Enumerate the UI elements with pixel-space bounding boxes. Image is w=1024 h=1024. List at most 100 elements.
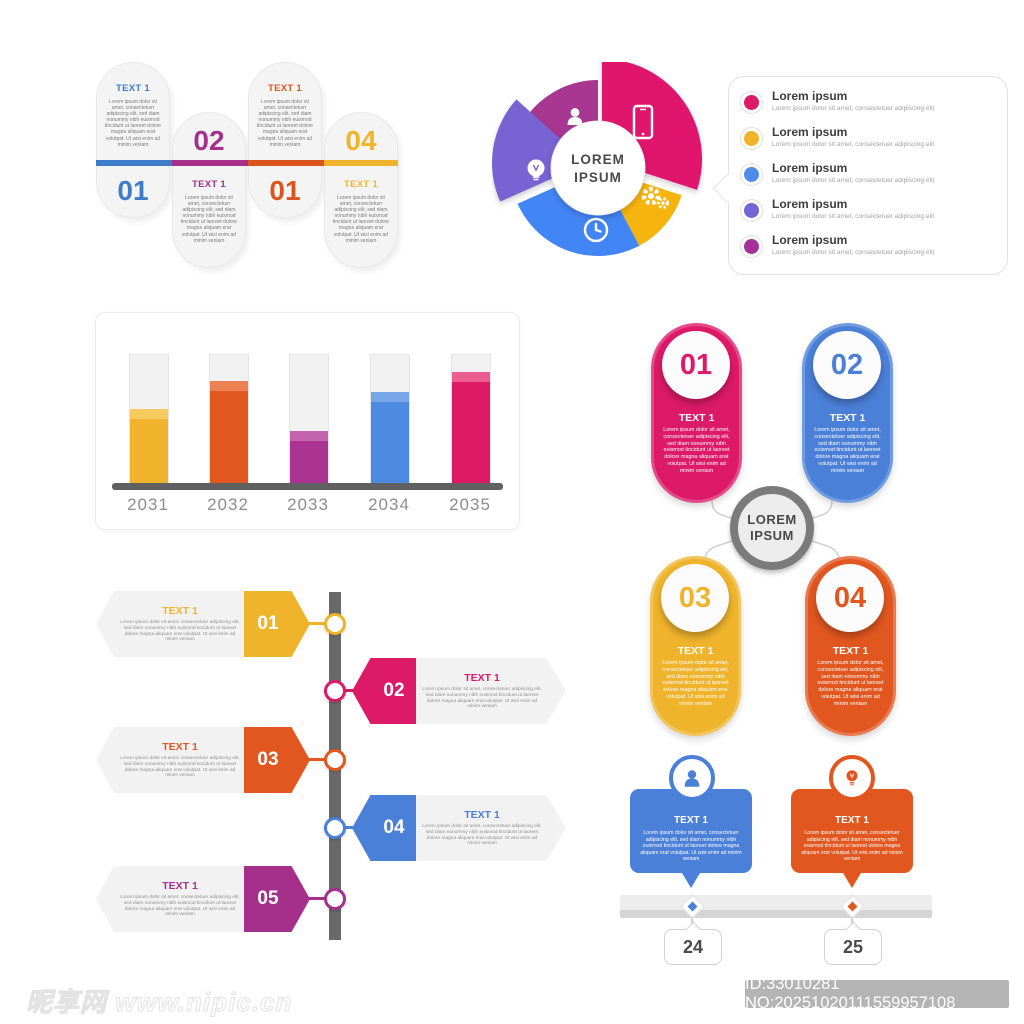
- pie-wedge-lightbulb: [492, 99, 587, 202]
- arrow-banner: TEXT 1 Lorem ipsum dolor sit amet, conse…: [96, 866, 246, 932]
- arrow-title: TEXT 1: [162, 740, 198, 753]
- step-title: TEXT 1: [267, 83, 302, 94]
- clock-icon: [583, 217, 609, 243]
- arrow-banner: TEXT 1 Lorem ipsum dolor sit amet, conse…: [96, 727, 246, 793]
- diagram-number: 02: [813, 331, 881, 399]
- diagram-capsule-2: 02 TEXT 1 Lorem ipsum dolor sit amet, co…: [802, 323, 893, 503]
- day-tag-25: 25: [824, 921, 882, 965]
- diamond-dot: [687, 901, 698, 912]
- capsule-step-4: 04 TEXT 1 Lorem ipsum dolor sit amet, co…: [324, 112, 398, 268]
- arrow-body: Lorem ipsum dolor sit amet, consectetuer…: [120, 894, 240, 918]
- diagram-body: Lorem ipsum dolor sit amet, consectetuer…: [662, 660, 729, 707]
- bubble-card-1: TEXT 1 Lorem ipsum dolor sit amet, conse…: [630, 789, 752, 873]
- diagram-capsule-3: 03 TEXT 1 Lorem ipsum dolor sit amet, co…: [650, 556, 741, 736]
- legend-subtitle: Lorem ipsum dolor sit amet, consectetuer…: [772, 213, 935, 220]
- bar-cap: [210, 381, 248, 392]
- watermark-site-text: 昵享网 www.nipic.cn: [25, 987, 293, 1018]
- bar-cap: [371, 391, 409, 402]
- diagram-title: TEXT 1: [678, 412, 715, 424]
- legend-item: Lorem ipsum Lorem ipsum dolor sit amet, …: [740, 89, 990, 119]
- legend-subtitle: Lorem ipsum dolor sit amet, consectetuer…: [772, 141, 935, 148]
- bubble-tail: [843, 873, 861, 888]
- arrow-body: Lorem ipsum dolor sit amet, consectetuer…: [422, 686, 542, 710]
- x-tick-label: 2033: [287, 495, 329, 514]
- pie-legend: [728, 76, 1008, 275]
- bar-fill: [290, 430, 328, 486]
- arrow-title: TEXT 1: [464, 671, 500, 684]
- arrow-banner: TEXT 1 Lorem ipsum dolor sit amet, conse…: [416, 795, 566, 861]
- capsule-step-1: TEXT 1 Lorem ipsum dolor sit amet, conse…: [96, 62, 170, 218]
- bar-fill: [452, 372, 490, 486]
- diagram-number: 04: [816, 564, 884, 632]
- diagram-center-line2: IPSUM: [750, 528, 794, 543]
- arrow-title: TEXT 1: [162, 879, 198, 892]
- legend-dot-ring: [740, 91, 763, 114]
- step-title: TEXT 1: [343, 179, 378, 190]
- legend-title: Lorem ipsum: [772, 197, 848, 211]
- x-axis-line: [112, 483, 503, 490]
- smartphone-icon: [632, 104, 654, 140]
- diagram-title: TEXT 1: [677, 645, 714, 657]
- legend-dot-ring: [740, 163, 763, 186]
- legend-dot: [744, 167, 759, 182]
- arrow-body: Lorem ipsum dolor sit amet, consectetuer…: [422, 823, 542, 847]
- bubble-tail: [682, 873, 700, 888]
- bar-cap: [452, 372, 490, 383]
- diagram-body: Lorem ipsum dolor sit amet, consectetuer…: [817, 660, 884, 707]
- pie-center-line1: LOREM: [571, 152, 625, 167]
- timeline-segment-3: [248, 160, 324, 166]
- node-connector: [307, 758, 325, 761]
- bubble-title: TEXT 1: [835, 815, 869, 826]
- diamond-dot: [847, 901, 858, 912]
- person-icon: [567, 108, 583, 125]
- legend-dot-ring: [740, 199, 763, 222]
- diagram-center-circle: LOREM IPSUM: [730, 486, 814, 570]
- bar-2031: [129, 354, 169, 487]
- day-label: 24: [682, 936, 704, 957]
- legend-title: Lorem ipsum: [772, 125, 848, 139]
- step-body: Lorem ipsum dolor sit amet, consectetuer…: [104, 99, 162, 148]
- diagram-capsule-4: 04 TEXT 1 Lorem ipsum dolor sit amet, co…: [805, 556, 896, 736]
- arrow-item-5: TEXT 1 Lorem ipsum dolor sit amet, conse…: [96, 866, 310, 932]
- node-circle: [324, 749, 346, 771]
- bubble-body: Lorem ipsum dolor sit amet, consectetuer…: [640, 830, 742, 862]
- arrow-banner: TEXT 1 Lorem ipsum dolor sit amet, conse…: [96, 591, 246, 657]
- legend-item: Lorem ipsum Lorem ipsum dolor sit amet, …: [740, 125, 990, 155]
- gears-icon: [641, 186, 669, 209]
- lightbulb-icon: [527, 159, 545, 181]
- node-connector: [307, 897, 325, 900]
- diagram-body: Lorem ipsum dolor sit amet, consectetuer…: [814, 427, 881, 474]
- diagram-number: 01: [662, 331, 730, 399]
- diagram-number: 03: [661, 564, 729, 632]
- node-connector: [344, 689, 354, 692]
- bar-fill: [210, 381, 248, 486]
- diagram-title: TEXT 1: [832, 645, 869, 657]
- horizontal-timeline-bar: [620, 895, 932, 918]
- pie-legend-items: Lorem ipsum Lorem ipsum dolor sit amet, …: [728, 76, 1006, 273]
- pie-center-circle: [550, 120, 646, 216]
- diagram-body: Lorem ipsum dolor sit amet, consectetuer…: [663, 427, 730, 474]
- bar-fill: [130, 408, 168, 486]
- capsule-timeline-section: TEXT 1 Lorem ipsum dolor sit amet, conse…: [0, 0, 430, 300]
- arrow-item-3: TEXT 1 Lorem ipsum dolor sit amet, conse…: [96, 727, 310, 793]
- bar-2032: [209, 354, 249, 487]
- diagram-title: TEXT 1: [829, 412, 866, 424]
- arrow-title: TEXT 1: [464, 808, 500, 821]
- arrow-item-4: 04 TEXT 1 Lorem ipsum dolor sit amet, co…: [352, 795, 566, 861]
- bar-2034: [370, 354, 410, 487]
- lightbulb-icon: [829, 755, 875, 801]
- node-circle: [324, 680, 346, 702]
- legend-dot-ring: [740, 235, 763, 258]
- bubble-card-2: TEXT 1 Lorem ipsum dolor sit amet, conse…: [791, 789, 913, 873]
- legend-dot: [744, 131, 759, 146]
- timeline-segment-4: [324, 160, 398, 166]
- legend-title: Lorem ipsum: [772, 161, 848, 175]
- bar-chart-card: 2031 2032 2033 2034 2035: [95, 312, 520, 530]
- day-tag-24: 24: [664, 921, 722, 965]
- bubble-title: TEXT 1: [674, 815, 708, 826]
- diagram-center-line1: LOREM: [747, 511, 797, 527]
- bar-cap: [290, 430, 328, 441]
- x-tick-label: 2032: [207, 495, 249, 514]
- legend-title: Lorem ipsum: [772, 89, 848, 103]
